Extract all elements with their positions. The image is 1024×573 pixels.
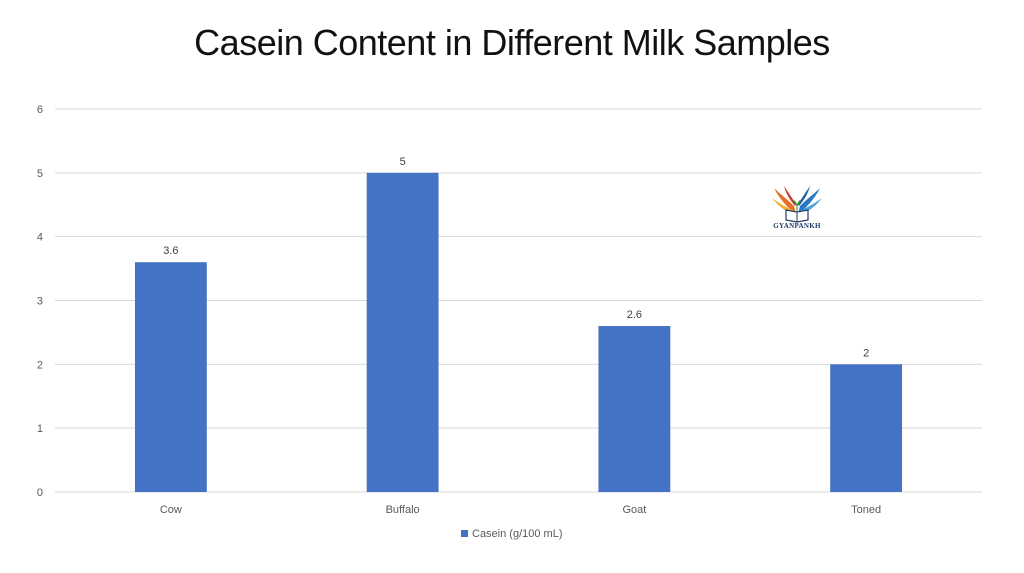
x-category-label: Toned xyxy=(851,504,881,516)
x-category-label: Goat xyxy=(622,504,646,516)
y-tick-label: 6 xyxy=(37,104,43,116)
y-tick-label: 3 xyxy=(37,296,43,308)
y-tick-label: 4 xyxy=(37,232,43,244)
logo-text: GYANPANKH xyxy=(773,222,821,230)
bar xyxy=(598,326,671,492)
bar xyxy=(134,262,207,492)
x-category-label: Buffalo xyxy=(386,504,420,516)
legend-label: Casein (g/100 mL) xyxy=(472,528,563,540)
y-tick-label: 5 xyxy=(37,168,43,180)
winged-book-logo-icon xyxy=(772,186,822,223)
y-axis-ticks: 0 1 2 3 4 5 6 xyxy=(37,104,43,499)
bar xyxy=(366,172,439,493)
bars xyxy=(134,172,903,493)
data-labels: 3.6 5 2.6 2 xyxy=(163,156,869,360)
legend: Casein (g/100 mL) xyxy=(461,528,563,540)
chart-title: Casein Content in Different Milk Samples xyxy=(194,22,830,63)
y-tick-label: 1 xyxy=(37,423,43,435)
y-tick-label: 2 xyxy=(37,359,43,371)
y-tick-label: 0 xyxy=(37,487,43,499)
data-label: 5 xyxy=(400,156,406,168)
data-label: 3.6 xyxy=(163,245,178,257)
x-category-label: Cow xyxy=(160,504,182,516)
data-label: 2 xyxy=(863,347,869,359)
legend-swatch xyxy=(461,530,468,537)
bar xyxy=(830,364,903,492)
x-axis-categories: Cow Buffalo Goat Toned xyxy=(160,504,881,516)
gridlines xyxy=(55,108,982,493)
data-label: 2.6 xyxy=(627,309,642,321)
